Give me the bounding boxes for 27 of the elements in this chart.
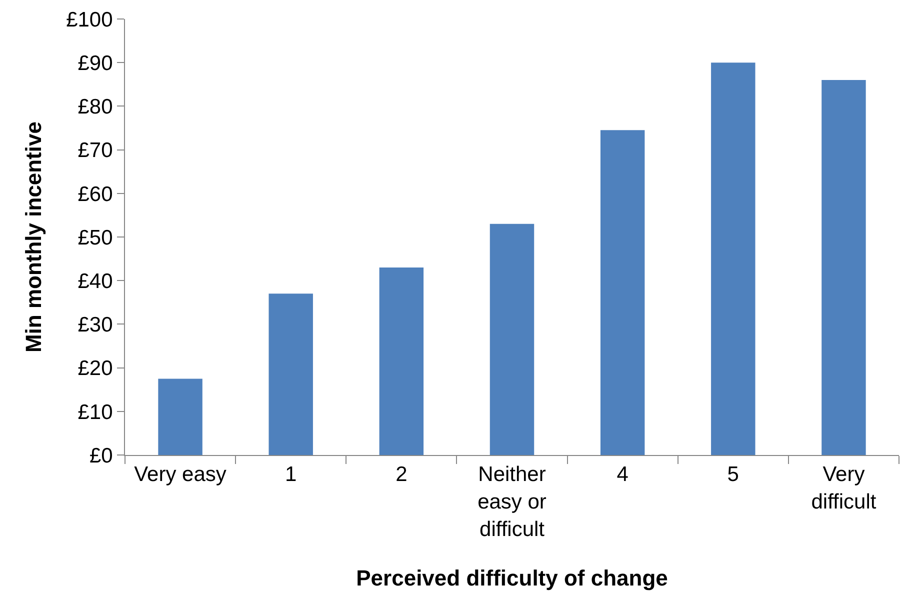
bar: [379, 268, 424, 455]
y-tick-label: £100: [66, 8, 113, 32]
x-tick-label: Very easy: [134, 463, 227, 486]
y-tick-label: £10: [78, 400, 113, 424]
bar: [711, 62, 756, 455]
x-tick-label: 1: [285, 463, 297, 486]
y-tick-label: £40: [78, 270, 113, 293]
y-tick-label: £0: [89, 444, 113, 468]
x-tick-label: 5: [727, 463, 739, 486]
y-tick-label: £60: [78, 182, 113, 206]
y-tick-label: £20: [78, 357, 113, 380]
bar: [600, 130, 645, 455]
bar: [158, 378, 202, 455]
y-axis-title: Min monthly incentive: [20, 121, 46, 353]
bar: [268, 294, 313, 455]
x-axis-title: Perceived difficulty of change: [356, 566, 668, 591]
x-tick-label: 4: [616, 463, 629, 486]
x-tick-label: 2: [396, 463, 408, 486]
bar: [490, 224, 534, 455]
x-tick-label: Very difficult: [811, 463, 876, 514]
x-tick-label: Neither easy or difficult: [478, 463, 546, 541]
y-tick-label: £80: [78, 96, 113, 119]
y-tick-label: £90: [78, 52, 113, 75]
bar: [822, 80, 866, 455]
y-tick-label: £50: [78, 226, 113, 250]
y-tick-label: £30: [78, 314, 113, 337]
y-tick-label: £70: [78, 139, 113, 162]
